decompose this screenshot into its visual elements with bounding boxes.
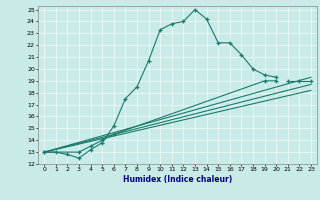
X-axis label: Humidex (Indice chaleur): Humidex (Indice chaleur) [123, 175, 232, 184]
